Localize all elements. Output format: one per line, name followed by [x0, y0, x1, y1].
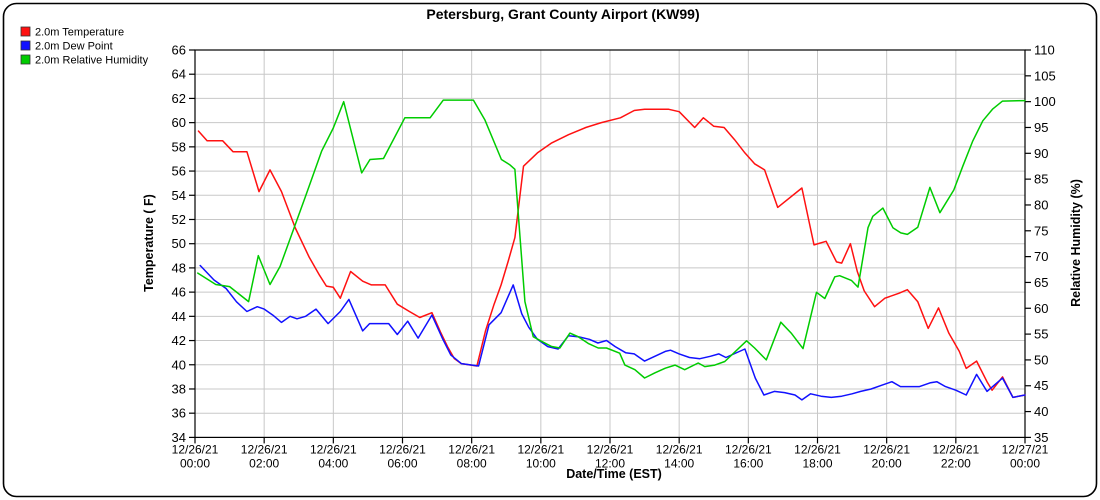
- y-axis-right-title: Relative Humidity (%): [1069, 179, 1083, 307]
- x-tick-label: 12/26/21 22:00: [932, 442, 979, 470]
- left-tick-label: 58: [172, 139, 186, 154]
- right-tick-label: 50: [1034, 352, 1048, 367]
- x-tick-label: 12/26/21 00:00: [172, 442, 219, 470]
- left-tick-label: 40: [172, 357, 186, 372]
- right-tick-label: 100: [1034, 94, 1056, 109]
- right-axis: 110 105 100 95 90 85 80 75 70 65 60 55 50 45 40 35: [1025, 43, 1056, 445]
- right-tick-label: 70: [1034, 249, 1048, 264]
- y-axis-left-title: Temperature ( F): [142, 194, 156, 292]
- series-2-0m-relative-humidity: [197, 99, 1026, 379]
- right-tick-label: 95: [1034, 120, 1048, 135]
- gridlines: [195, 50, 1025, 438]
- series-2-0m-dew-point: [199, 264, 1026, 401]
- x-axis-title: Date/Time (EST): [566, 467, 662, 481]
- left-tick-label: 52: [172, 212, 186, 227]
- x-tick-label: 12/26/21 20:00: [863, 442, 910, 470]
- right-tick-label: 65: [1034, 275, 1048, 290]
- left-tick-label: 62: [172, 91, 186, 106]
- left-tick-label: 66: [172, 43, 186, 58]
- legend-label-2-0m-dew-point: 2.0m Dew Point: [35, 41, 113, 53]
- right-tick-label: 75: [1034, 223, 1048, 238]
- left-tick-label: 56: [172, 164, 186, 179]
- right-tick-label: 110: [1034, 43, 1055, 58]
- right-tick-label: 80: [1034, 197, 1048, 212]
- right-tick-label: 90: [1034, 146, 1048, 161]
- x-tick-label: 12/26/21 12:00: [587, 442, 634, 470]
- legend-label-2-0m-relative-humidity: 2.0m Relative Humidity: [35, 55, 149, 67]
- chart-title: Petersburg, Grant County Airport (KW99): [426, 6, 699, 22]
- left-tick-label: 36: [172, 406, 186, 421]
- legend-swatch-2-0m-temperature: [20, 26, 31, 37]
- left-axis: 66 64 62 60 58 56 54 52 50 48 46 44 42 40 38 36 34: [172, 43, 195, 445]
- legend-label-2-0m-temperature: 2.0m Temperature: [35, 27, 124, 39]
- x-tick-label: 12/26/21 14:00: [656, 442, 703, 470]
- left-tick-label: 64: [172, 67, 186, 82]
- legend-swatch-2-0m-dew-point: [20, 40, 31, 51]
- series-2-0m-temperature: [197, 108, 1026, 399]
- left-tick-label: 38: [172, 381, 186, 396]
- left-tick-label: 50: [172, 236, 186, 251]
- left-tick-label: 42: [172, 333, 186, 348]
- x-tick-label: 12/26/21 08:00: [448, 442, 495, 470]
- left-tick-label: 46: [172, 285, 186, 300]
- x-tick-label: 12/26/21 04:00: [310, 442, 357, 470]
- x-axis: 12/26/21 00:00 12/26/21 02:00 12/26/21 04:00 1…: [172, 437, 1049, 470]
- legend-item-2-0m-temperature: 2.0m Temperature: [20, 26, 124, 39]
- x-tick-label: 12/26/21 02:00: [241, 442, 288, 470]
- right-tick-label: 55: [1034, 327, 1048, 342]
- x-tick-label: 12/26/21 06:00: [379, 442, 426, 470]
- right-tick-label: 85: [1034, 172, 1048, 187]
- right-tick-label: 60: [1034, 301, 1048, 316]
- left-tick-label: 54: [172, 188, 186, 203]
- right-tick-label: 35: [1034, 430, 1048, 445]
- legend-swatch-2-0m-relative-humidity: [20, 54, 31, 65]
- left-tick-label: 34: [172, 430, 186, 445]
- x-tick-label: 12/27/21 00:00: [1002, 442, 1049, 470]
- x-tick-label: 12/26/21 10:00: [517, 442, 564, 470]
- right-tick-label: 45: [1034, 378, 1048, 393]
- x-tick-label: 12/26/21 16:00: [725, 442, 772, 470]
- right-tick-label: 105: [1034, 68, 1056, 83]
- left-tick-label: 60: [172, 115, 186, 130]
- left-tick-label: 44: [172, 309, 186, 324]
- legend-item-2-0m-dew-point: 2.0m Dew Point: [20, 40, 113, 53]
- left-tick-label: 48: [172, 260, 186, 275]
- legend: 2.0m Temperature 2.0m Dew Point 2.0m Relat…: [20, 26, 149, 67]
- x-tick-label: 12/26/21 18:00: [794, 442, 841, 470]
- right-tick-label: 40: [1034, 404, 1048, 419]
- plot-area: 66 64 62 60 58 56 54 52 50 48 46 44 42 40 38 36 34 110 105…: [172, 43, 1056, 471]
- legend-item-2-0m-relative-humidity: 2.0m Relative Humidity: [20, 54, 149, 67]
